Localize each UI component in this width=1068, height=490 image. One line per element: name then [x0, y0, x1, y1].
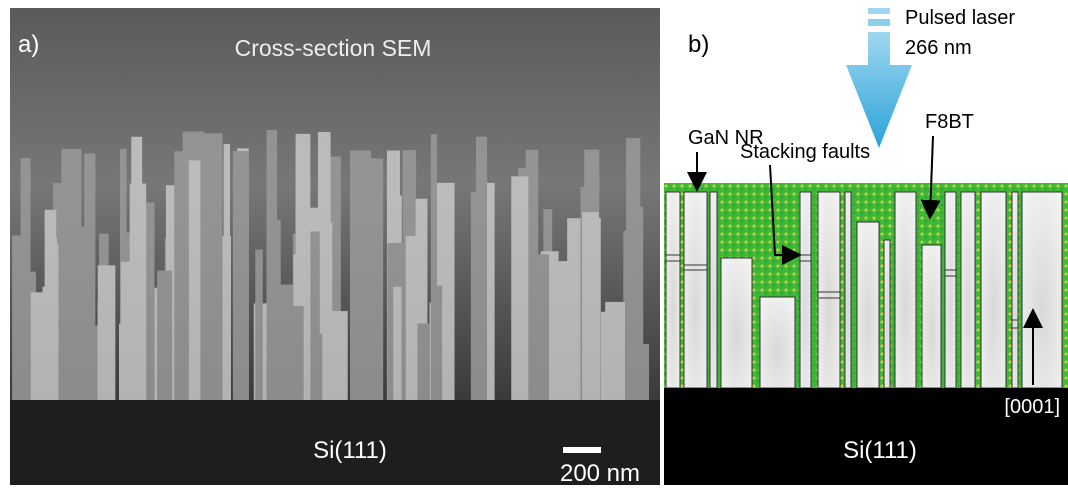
polymer-label: F8BT — [925, 111, 974, 133]
rod — [818, 192, 840, 388]
rod — [431, 134, 437, 400]
rod — [981, 192, 1006, 388]
substrate-label: Si(111) — [843, 437, 917, 464]
rod — [582, 212, 599, 400]
rod — [630, 344, 649, 400]
rod — [884, 240, 890, 388]
rod — [350, 151, 371, 400]
rod — [310, 310, 320, 400]
rod — [322, 222, 332, 400]
rod — [266, 130, 277, 400]
rod — [961, 192, 975, 388]
figure: a) Cross-section SEM Si(111) 200 nm b) P… — [0, 0, 1068, 485]
laser-arrow — [846, 8, 912, 148]
rod — [64, 164, 72, 400]
rod — [476, 137, 487, 400]
rod — [721, 258, 752, 388]
rod — [333, 333, 346, 400]
substrate-label: Si(111) — [313, 437, 387, 464]
scale-label: 200 nm — [560, 460, 640, 485]
rod — [684, 192, 707, 388]
rod — [710, 192, 717, 388]
rod — [567, 218, 580, 400]
rod — [255, 250, 262, 400]
wavelength-label: 266 nm — [905, 37, 972, 59]
rod — [857, 222, 879, 388]
rod — [845, 192, 851, 388]
rod — [31, 292, 46, 400]
panel-a: a) Cross-section SEM Si(111) 200 nm — [10, 8, 660, 485]
rod — [1022, 192, 1062, 388]
rod — [98, 302, 104, 400]
rod — [533, 254, 549, 400]
rod — [760, 297, 795, 388]
rod — [48, 244, 58, 400]
laser-label: Pulsed laser — [905, 7, 1015, 29]
panel-b: b) Pulsed laser 266 nm GaN NR Stacking f… — [664, 7, 1068, 485]
panel-label: a) — [18, 31, 39, 58]
rod — [121, 262, 140, 400]
rod — [286, 306, 303, 400]
scale-bar — [563, 447, 601, 453]
rod — [174, 151, 188, 400]
rod — [78, 304, 91, 400]
rod — [511, 176, 528, 400]
rod — [945, 192, 956, 388]
rod — [895, 192, 916, 388]
panel-label: b) — [688, 31, 709, 58]
rod — [233, 151, 249, 400]
rod — [393, 287, 401, 400]
rod — [601, 312, 617, 400]
faults-label: Stacking faults — [740, 141, 870, 163]
rod — [406, 236, 419, 400]
rod — [157, 271, 172, 400]
rod — [922, 245, 941, 388]
direction-label: [0001] — [1004, 396, 1060, 418]
rod — [1012, 192, 1018, 388]
rod — [800, 192, 811, 388]
title: Cross-section SEM — [235, 35, 432, 61]
rod — [200, 133, 222, 400]
rod — [666, 192, 680, 388]
rod — [418, 323, 430, 400]
